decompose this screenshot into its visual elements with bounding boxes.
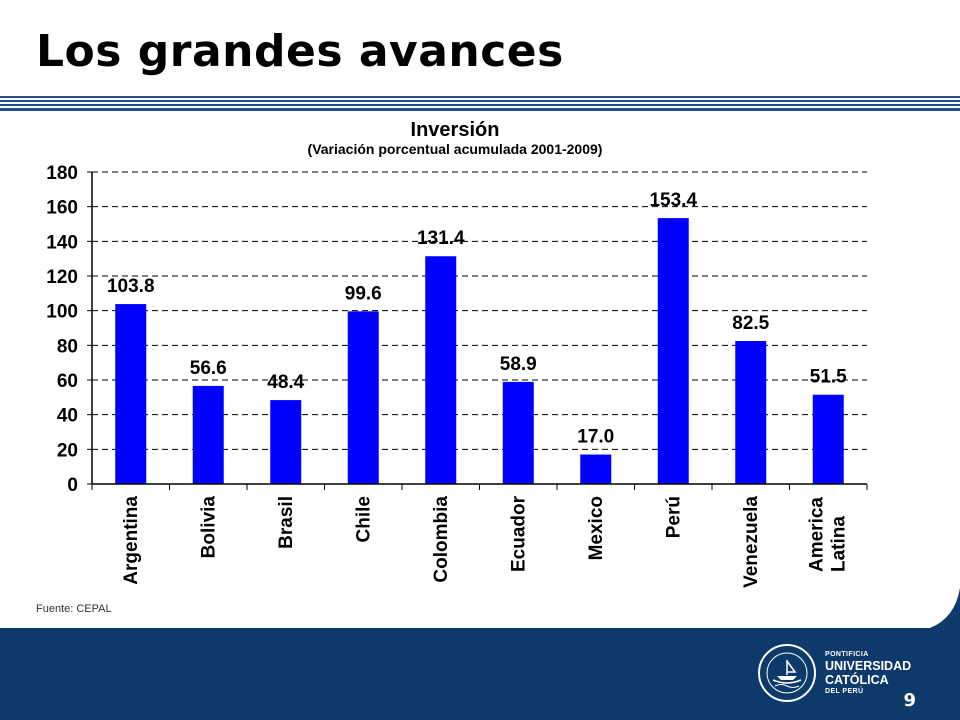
category-label: Ecuador <box>508 495 529 572</box>
investment-bar-chart: Inversión (Variación porcentual acumulad… <box>46 119 868 588</box>
category-label: Bolivia <box>198 496 219 559</box>
bar <box>270 400 302 484</box>
university-logo: PONTIFICIA UNIVERSIDAD CATÓLICA DEL PERÚ <box>755 642 925 704</box>
bar <box>580 454 612 484</box>
source-note: Fuente: CEPAL <box>36 603 112 615</box>
slide-title: Los grandes avances <box>36 26 564 77</box>
category-labels: Argentina Bolivia Brasil Chile Colombia Ecuad… <box>121 495 850 587</box>
category-label: Venezuela <box>741 496 762 588</box>
y-tick-label: 140 <box>46 232 78 253</box>
data-label: 51.5 <box>810 367 847 388</box>
bar <box>425 256 457 484</box>
y-tick-label: 100 <box>46 302 78 323</box>
data-label: 153.4 <box>649 190 697 211</box>
chart-subtitle: (Variación porcentual acumulada 2001-200… <box>308 141 603 157</box>
logo-line-1: PONTIFICIA <box>825 651 869 658</box>
footer-band <box>0 588 960 720</box>
bar <box>502 381 534 484</box>
data-label: 48.4 <box>267 372 304 393</box>
logo-line-4: DEL PERÚ <box>825 688 864 695</box>
data-label: 58.9 <box>500 354 537 375</box>
category-label: Argentina <box>121 496 142 585</box>
category-label: Mexico <box>586 496 607 560</box>
data-labels: 103.8 56.6 48.4 99.6 131.4 58.9 17.0 153.4 82.5 5… <box>107 190 847 447</box>
category-label: Brasil <box>276 496 297 549</box>
data-label: 56.6 <box>190 358 227 379</box>
y-tick-labels: 0 20 40 60 80 100 120 140 160 180 <box>46 163 92 496</box>
y-tick-label: 120 <box>46 267 78 288</box>
y-tick-label: 80 <box>57 336 78 357</box>
header-rule <box>0 96 960 111</box>
y-tick-label: 20 <box>57 440 78 461</box>
data-label: 131.4 <box>417 228 465 249</box>
logo-line-3: CATÓLICA <box>825 673 889 687</box>
bar <box>192 385 224 484</box>
logo-line-2: UNIVERSIDAD <box>825 659 912 673</box>
university-seal-icon <box>758 644 816 702</box>
page-number: 9 <box>903 690 916 711</box>
bars <box>115 218 844 484</box>
y-tick-label: 60 <box>57 371 78 392</box>
category-label: AmericaLatina <box>806 497 849 572</box>
category-label: Perú <box>663 496 684 538</box>
category-label: Colombia <box>431 496 452 583</box>
y-tick-label: 0 <box>67 475 78 496</box>
bar <box>812 394 844 484</box>
y-tick-label: 160 <box>46 198 78 219</box>
bar <box>115 304 147 484</box>
bar <box>347 311 379 484</box>
chart-title: Inversión <box>411 119 500 141</box>
data-label: 82.5 <box>732 313 769 334</box>
axes <box>91 172 868 490</box>
bar <box>657 218 689 484</box>
data-label: 99.6 <box>345 283 382 304</box>
bar <box>735 341 767 484</box>
data-label: 17.0 <box>577 427 614 448</box>
data-label: 103.8 <box>107 276 155 297</box>
y-tick-label: 180 <box>46 163 78 184</box>
y-tick-label: 40 <box>57 406 78 427</box>
category-label: Chile <box>353 496 374 542</box>
